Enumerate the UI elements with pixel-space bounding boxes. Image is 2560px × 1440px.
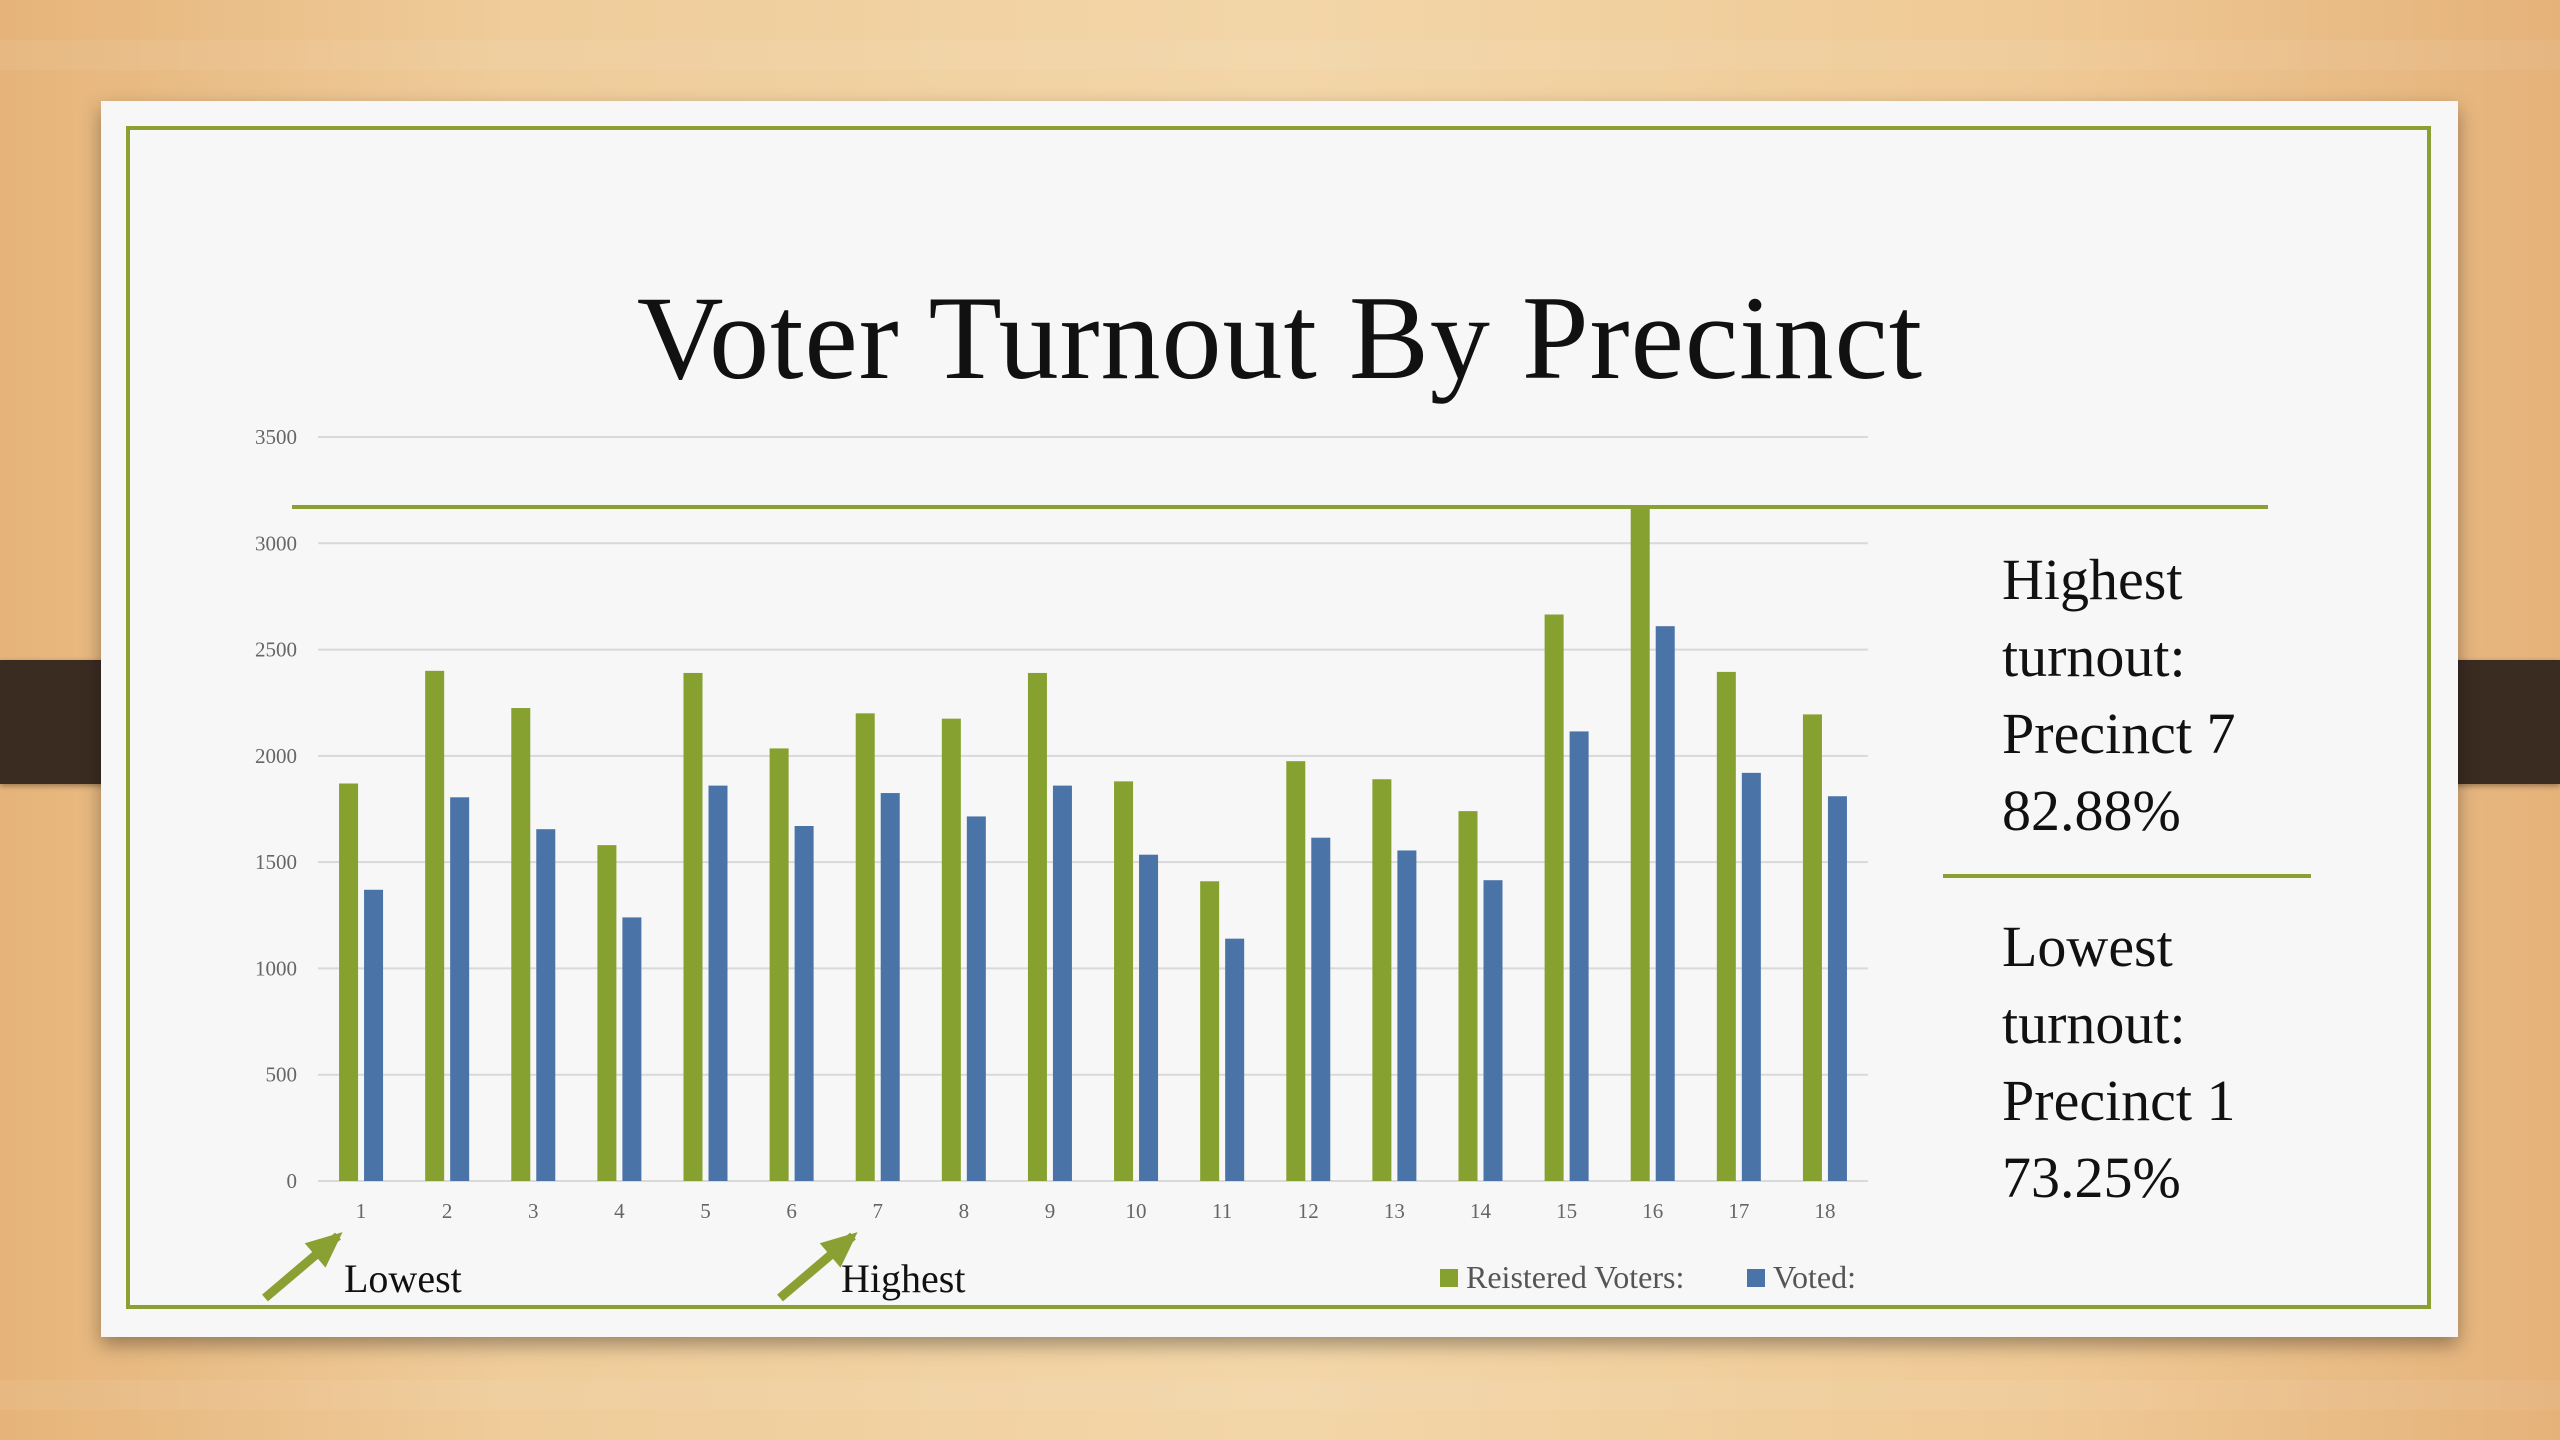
lowest-arrow-head — [304, 1232, 343, 1268]
registered-bar — [1716, 671, 1736, 1181]
x-tick-label: 2 — [442, 1199, 453, 1223]
side-divider-line — [1943, 874, 2311, 878]
registered-bar — [1027, 672, 1047, 1181]
voted-bar — [1741, 772, 1761, 1181]
voted-bar — [794, 826, 814, 1181]
legend-label: Voted: — [1773, 1259, 1856, 1295]
voted-bar — [1569, 731, 1589, 1181]
voted-bar — [880, 793, 900, 1181]
slide-title: Voter Turnout By Precinct — [636, 271, 1924, 404]
voted-bar — [622, 917, 642, 1181]
y-tick-label: 2500 — [255, 638, 297, 662]
x-tick-label: 3 — [528, 1199, 539, 1223]
x-tick-label: 17 — [1728, 1199, 1749, 1223]
voted-bar — [364, 889, 384, 1181]
x-tick-label: 14 — [1470, 1199, 1492, 1223]
y-tick-label: 1000 — [255, 956, 297, 980]
highest-line-1: Highest — [2002, 547, 2183, 612]
voted-bar — [1139, 854, 1159, 1181]
voted-bar — [1483, 880, 1503, 1181]
highest-line-4: 82.88% — [2002, 778, 2181, 843]
voted-bar — [1311, 837, 1331, 1181]
x-tick-label: 11 — [1212, 1199, 1232, 1223]
voted-bar — [708, 785, 728, 1181]
x-tick-label: 5 — [700, 1199, 711, 1223]
registered-bar — [1114, 781, 1134, 1181]
legend-swatch — [1440, 1269, 1458, 1287]
x-tick-label: 10 — [1126, 1199, 1147, 1223]
x-tick-label: 12 — [1298, 1199, 1319, 1223]
x-tick-label: 16 — [1642, 1199, 1663, 1223]
registered-bar — [941, 718, 961, 1181]
y-tick-label: 0 — [287, 1169, 298, 1193]
voted-bar — [1655, 626, 1675, 1181]
y-tick-label: 500 — [266, 1063, 298, 1087]
highest-arrow-head — [819, 1232, 858, 1268]
highest-line-3: Precinct 7 — [2002, 701, 2236, 766]
legend-swatch — [1747, 1269, 1765, 1287]
registered-bar — [425, 670, 445, 1181]
x-tick-label: 7 — [872, 1199, 883, 1223]
registered-bar — [1372, 779, 1392, 1181]
registered-bar — [683, 672, 703, 1181]
voted-bar — [536, 829, 556, 1181]
voted-bar — [1225, 938, 1245, 1181]
highest-turnout-text: Highest turnout: Precinct 7 82.88% — [2002, 541, 2332, 849]
registered-bar — [1802, 714, 1822, 1181]
voted-bar — [1052, 785, 1072, 1181]
y-tick-label: 1500 — [255, 850, 297, 874]
x-tick-label: 4 — [614, 1199, 625, 1223]
x-tick-label: 9 — [1045, 1199, 1056, 1223]
registered-bar — [1200, 881, 1220, 1181]
lowest-line-4: 73.25% — [2002, 1145, 2181, 1210]
registered-bar — [1286, 761, 1306, 1181]
registered-bar — [1630, 506, 1650, 1182]
lowest-turnout-text: Lowest turnout: Precinct 1 73.25% — [2002, 908, 2332, 1216]
lowest-line-1: Lowest — [2002, 914, 2173, 979]
y-tick-label: 3500 — [255, 425, 297, 449]
legend-label: Reistered Voters: — [1466, 1259, 1684, 1295]
x-tick-label: 18 — [1814, 1199, 1835, 1223]
y-tick-label: 3000 — [255, 531, 297, 555]
lowest-line-3: Precinct 1 — [2002, 1068, 2236, 1133]
x-tick-label: 8 — [959, 1199, 970, 1223]
slide — [101, 101, 2458, 1337]
top-divider-line — [292, 505, 2268, 509]
registered-bar — [511, 708, 531, 1181]
x-tick-label: 1 — [356, 1199, 367, 1223]
highest-annotation: Highest — [841, 1256, 965, 1301]
lowest-annotation: Lowest — [344, 1256, 462, 1301]
voted-bar — [450, 797, 470, 1181]
registered-bar — [855, 713, 875, 1181]
x-tick-label: 6 — [786, 1199, 797, 1223]
voted-bar — [1397, 850, 1417, 1181]
lowest-line-2: turnout: — [2002, 991, 2186, 1056]
registered-bar — [1458, 811, 1478, 1181]
registered-bar — [769, 748, 789, 1181]
voted-bar — [1827, 796, 1847, 1181]
highest-line-2: turnout: — [2002, 624, 2186, 689]
x-tick-label: 15 — [1556, 1199, 1577, 1223]
registered-bar — [1544, 614, 1564, 1181]
registered-bar — [339, 783, 359, 1181]
registered-bar — [597, 845, 617, 1181]
voted-bar — [966, 816, 986, 1181]
y-tick-label: 2000 — [255, 744, 297, 768]
x-tick-label: 13 — [1384, 1199, 1405, 1223]
